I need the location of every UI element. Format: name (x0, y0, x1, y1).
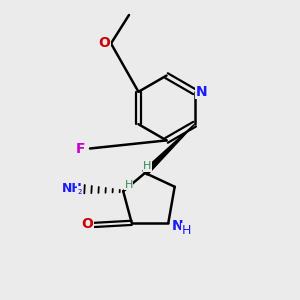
Text: H: H (143, 161, 152, 171)
Polygon shape (143, 124, 195, 175)
Text: F: F (75, 142, 85, 156)
Text: N: N (172, 219, 183, 233)
Text: H: H (181, 224, 191, 236)
Text: ₂: ₂ (77, 186, 82, 196)
Text: N: N (195, 85, 207, 99)
Text: H: H (124, 180, 133, 190)
Text: O: O (81, 218, 93, 231)
Text: O: O (98, 36, 110, 50)
Text: NH: NH (61, 182, 82, 195)
